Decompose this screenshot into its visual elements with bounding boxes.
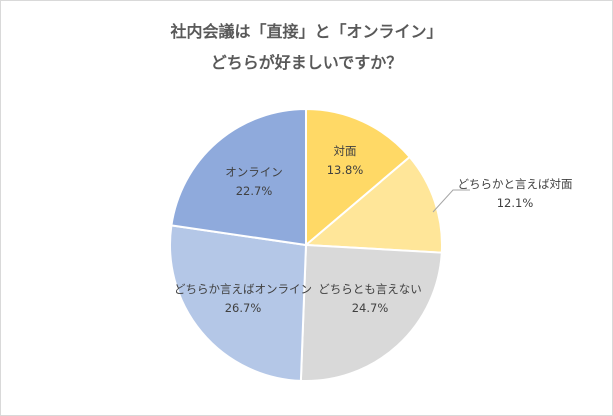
leader-line [432, 189, 470, 213]
pie-slice-1 [305, 107, 412, 248]
slice-label-3: どちらとも言えない [318, 282, 422, 296]
chart-title-line2: どちらが好ましいですか？ [210, 53, 403, 72]
slice-value-2: 12.1% [497, 196, 534, 210]
slice-value-4: 26.7% [225, 301, 262, 315]
slice-label-5: オンライン [225, 165, 283, 179]
chart-title-line1: 社内会議は「直接」と「オンライン」 [170, 22, 443, 41]
slice-label-1: 対面 [334, 144, 357, 158]
pie-slice-5 [170, 107, 307, 247]
slice-label-4: どちらか言えばオンライン [174, 282, 312, 296]
slice-label-2: どちらかと言えば対面 [458, 177, 573, 191]
pie-slice-3 [299, 243, 443, 382]
slice-value-3: 24.7% [352, 301, 389, 315]
slice-value-5: 22.7% [236, 184, 273, 198]
pie-slice-4 [169, 224, 308, 382]
slice-value-1: 13.8% [327, 163, 364, 177]
pie-slice-2 [303, 155, 443, 254]
